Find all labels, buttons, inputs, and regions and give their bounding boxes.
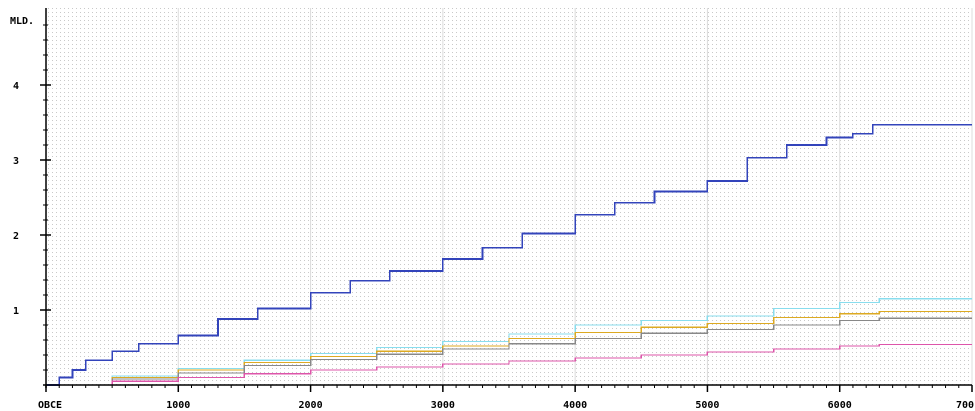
y-tick-label-2: 3 bbox=[13, 156, 19, 167]
series-line-1 bbox=[46, 298, 972, 386]
series-line-3 bbox=[46, 317, 972, 386]
x-tick-label-6: 6000 bbox=[828, 400, 852, 411]
x-tick-label-7: 700 bbox=[956, 400, 974, 411]
y-tick-label-0: 1 bbox=[13, 306, 19, 317]
series-line-0 bbox=[46, 124, 972, 386]
series-line-2 bbox=[46, 310, 972, 386]
x-tick-label-4: 4000 bbox=[563, 400, 587, 411]
gridlines bbox=[177, 8, 973, 385]
x-tick-label-2: 2000 bbox=[299, 400, 323, 411]
x-tick-label-3: 3000 bbox=[431, 400, 455, 411]
axes-layer: 1 2 3 4 OBCE 1000 2000 3000 4000 5000 6000 700 bbox=[13, 8, 974, 411]
x-tick-label-0: OBCE bbox=[38, 400, 62, 411]
plot-background bbox=[46, 8, 972, 385]
y-axis-label: MLD. bbox=[10, 16, 34, 27]
series-line-4 bbox=[46, 343, 972, 386]
x-tick-label-5: 5000 bbox=[695, 400, 719, 411]
x-tick-label-1: 1000 bbox=[166, 400, 190, 411]
y-tick-label-3: 4 bbox=[13, 81, 19, 92]
y-tick-label-1: 2 bbox=[13, 231, 19, 242]
series-layer bbox=[46, 124, 972, 386]
